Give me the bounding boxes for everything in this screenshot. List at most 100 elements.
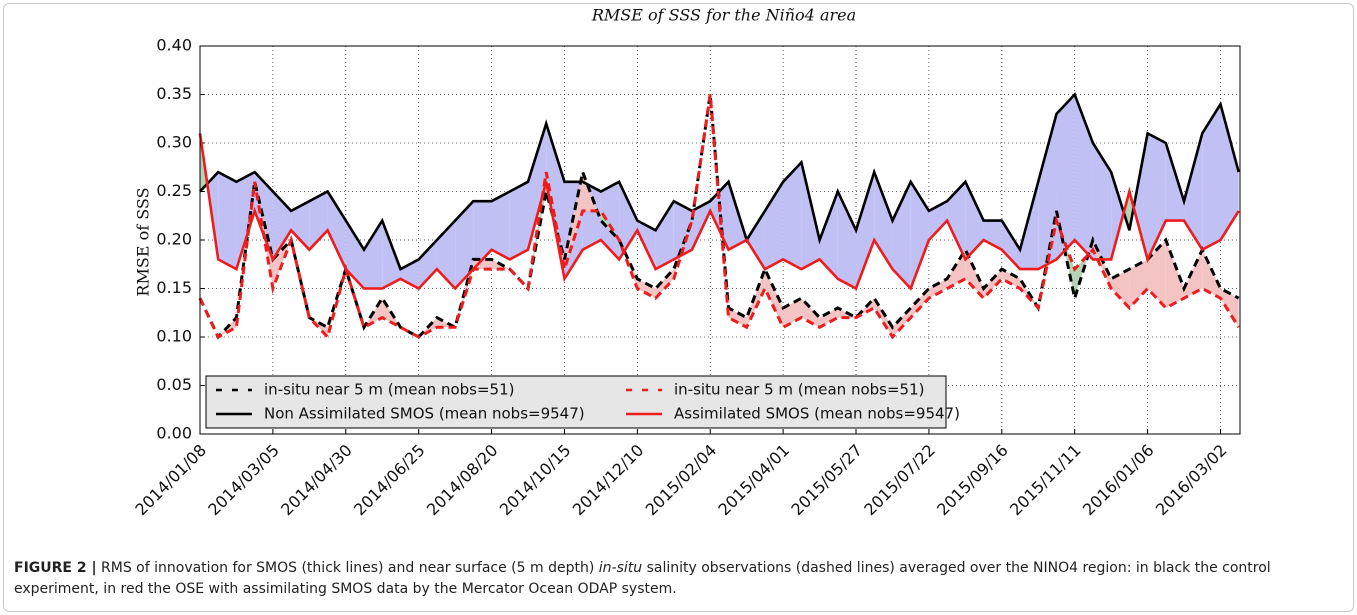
x-tick-label: 2014/12/10	[569, 441, 648, 520]
fill-area	[1220, 104, 1239, 240]
fill-area	[764, 181, 784, 270]
fill-area	[491, 191, 510, 260]
chart-title: RMSE of SSS for the Niño4 area	[591, 6, 856, 25]
fill-area	[801, 162, 820, 270]
plot-frame	[199, 45, 1241, 435]
x-tick-label: 2016/01/06	[1079, 441, 1158, 520]
fill-area	[473, 201, 492, 270]
fill-area	[1165, 240, 1185, 308]
fill-area	[673, 201, 693, 260]
figure: RMSE of SSS for the Niño4 area RMSE of S…	[3, 3, 1354, 612]
legend-label: Non Assimilated SMOS (mean nobs=9547)	[264, 405, 585, 423]
x-tick-label: 2014/03/05	[204, 441, 283, 520]
fill-area	[783, 298, 802, 328]
x-tick-label: 2014/10/15	[496, 441, 575, 520]
fill-area	[1001, 269, 1021, 289]
fill-area	[1129, 259, 1148, 308]
fill-area	[965, 181, 984, 260]
fill-area	[1001, 220, 1021, 270]
y-tick-label: 0.25	[156, 181, 192, 200]
y-tick-label: 0.20	[156, 230, 192, 249]
fill-area	[910, 181, 929, 289]
fill-area	[874, 172, 893, 270]
fill-area	[345, 220, 365, 289]
caption-italic: in-situ	[598, 560, 643, 576]
x-tick-label: 2015/04/01	[714, 441, 793, 520]
fill-area	[910, 288, 929, 318]
fill-area	[400, 259, 419, 289]
fill-area	[655, 201, 674, 270]
fill-area	[837, 191, 857, 289]
x-tick-label: 2014/08/20	[423, 441, 502, 520]
fill-area	[327, 191, 346, 270]
fill-area	[1165, 143, 1185, 221]
fill-area	[892, 307, 911, 337]
y-tick-label: 0.00	[156, 424, 192, 443]
series-line	[198, 94, 1240, 340]
legend-box	[205, 375, 947, 429]
x-tick-label: 2016/03/02	[1152, 441, 1231, 520]
x-tick-label: 2015/02/04	[642, 441, 721, 520]
x-tick-label: 2015/11/11	[1006, 441, 1085, 520]
x-tick-label: 2014/04/30	[277, 441, 356, 520]
fill-area	[473, 259, 492, 270]
fill-area	[1074, 254, 1089, 299]
fill-area	[455, 259, 474, 328]
fill-area	[1202, 104, 1221, 250]
fill-area	[218, 317, 237, 337]
caption: FIGURE 2 | RMS of innovation for SMOS (t…	[14, 558, 1344, 600]
fill-area	[783, 162, 802, 270]
fill-area	[1147, 240, 1166, 308]
fill-area	[1111, 269, 1130, 308]
y-tick-label: 0.15	[156, 278, 192, 297]
fill-area	[655, 269, 674, 299]
fill-area	[1056, 94, 1075, 260]
fill-area	[528, 123, 547, 250]
legend-label: in-situ near 5 m (mean nobs=51)	[264, 381, 514, 399]
fill-area	[1038, 113, 1057, 270]
x-tick-label: 2014/06/25	[350, 441, 429, 520]
fill-area	[1088, 240, 1093, 255]
caption-text: RMS of innovation for SMOS (thick lines)…	[101, 560, 599, 576]
fill-area	[819, 307, 838, 328]
fill-area	[764, 269, 784, 328]
fill-area	[1111, 172, 1124, 260]
fill-area	[1184, 133, 1203, 250]
fill-area	[382, 220, 401, 289]
x-tick-label: 2015/05/27	[787, 441, 866, 520]
fill-area	[637, 278, 656, 299]
fill-area	[728, 307, 747, 328]
fill-area	[983, 220, 1002, 250]
x-tick-label: 2015/09/16	[933, 441, 1012, 520]
caption-label: FIGURE 2 |	[14, 560, 97, 576]
fill-area	[892, 181, 911, 289]
caption-text: salinity observations (dashed lines) ave…	[14, 560, 1271, 597]
chart: RMSE of SSS for the Niño4 area RMSE of S…	[131, 6, 1241, 520]
fill-area	[746, 210, 765, 270]
series-line	[198, 133, 1240, 291]
series-line	[198, 94, 1240, 340]
fill-area	[619, 181, 638, 260]
fill-area	[856, 172, 875, 289]
fill-area	[364, 220, 383, 289]
y-tick-label: 0.10	[156, 327, 192, 346]
y-axis-label: RMSE of SSS	[134, 187, 153, 296]
x-tick-label: 2015/07/22	[860, 441, 939, 520]
fill-area	[455, 201, 474, 289]
fill-area	[236, 172, 255, 270]
fill-area	[600, 181, 620, 260]
fill-area	[509, 181, 529, 260]
fill-area	[928, 278, 948, 299]
fill-area	[983, 269, 1002, 299]
fill-area	[801, 298, 820, 328]
fill-area	[928, 201, 948, 240]
fill-area	[436, 220, 456, 289]
fill-area	[1133, 133, 1148, 260]
legend-label: Assimilated SMOS (mean nobs=9547)	[674, 405, 960, 423]
fill-area	[291, 201, 310, 250]
legend-label: in-situ near 5 m (mean nobs=51)	[674, 381, 924, 399]
fill-area	[272, 191, 292, 260]
fill-area	[965, 249, 984, 299]
y-tick-label: 0.30	[156, 133, 192, 152]
fill-area	[218, 172, 237, 270]
